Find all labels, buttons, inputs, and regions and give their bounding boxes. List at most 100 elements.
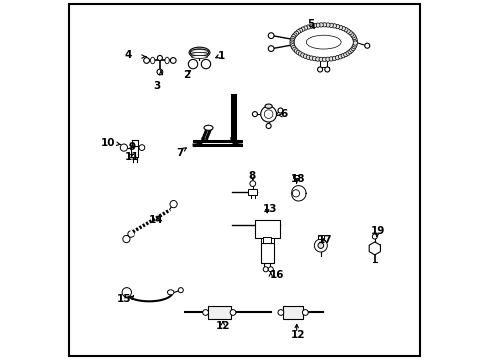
Circle shape [351, 45, 356, 49]
Circle shape [364, 43, 369, 48]
Text: 8: 8 [247, 171, 255, 181]
Circle shape [351, 35, 356, 40]
Circle shape [294, 49, 298, 53]
Circle shape [296, 30, 300, 34]
Circle shape [302, 310, 307, 315]
Circle shape [335, 24, 339, 29]
Circle shape [268, 267, 273, 272]
Text: 17: 17 [317, 235, 331, 246]
Circle shape [289, 40, 294, 44]
Ellipse shape [191, 53, 207, 55]
Circle shape [349, 48, 353, 52]
Circle shape [201, 59, 210, 69]
Circle shape [292, 33, 296, 37]
Circle shape [292, 190, 299, 197]
Text: 6: 6 [280, 109, 287, 120]
Bar [317, 235, 323, 239]
Circle shape [263, 251, 268, 257]
Text: 4: 4 [124, 50, 132, 60]
Circle shape [157, 55, 162, 60]
Circle shape [139, 145, 144, 150]
Circle shape [296, 50, 300, 55]
Circle shape [305, 25, 310, 29]
Circle shape [188, 59, 197, 69]
Circle shape [352, 41, 357, 45]
Circle shape [120, 144, 127, 151]
Circle shape [300, 53, 305, 57]
Text: 18: 18 [290, 174, 305, 184]
Circle shape [328, 57, 333, 61]
Circle shape [332, 56, 336, 60]
Circle shape [263, 267, 268, 272]
Bar [207, 306, 230, 319]
Circle shape [314, 239, 326, 252]
Bar [254, 220, 279, 238]
Circle shape [260, 106, 276, 122]
Text: 13: 13 [263, 204, 277, 214]
Ellipse shape [191, 55, 207, 58]
Circle shape [252, 112, 257, 117]
Circle shape [308, 56, 313, 60]
Circle shape [157, 69, 163, 75]
Circle shape [122, 235, 130, 243]
Circle shape [325, 23, 329, 27]
Circle shape [338, 25, 342, 30]
Ellipse shape [190, 49, 208, 56]
Circle shape [298, 52, 302, 56]
Circle shape [350, 46, 355, 50]
Circle shape [350, 34, 355, 38]
Bar [260, 238, 273, 245]
Bar [131, 146, 138, 157]
Bar [263, 237, 271, 243]
Circle shape [352, 43, 356, 47]
Circle shape [170, 201, 177, 208]
Circle shape [315, 23, 319, 27]
Circle shape [345, 29, 349, 33]
Circle shape [230, 310, 235, 315]
Circle shape [268, 46, 273, 51]
Ellipse shape [189, 47, 209, 58]
Circle shape [332, 24, 336, 28]
Circle shape [338, 55, 342, 59]
Circle shape [305, 55, 310, 59]
Circle shape [312, 57, 316, 61]
Circle shape [322, 57, 326, 62]
Circle shape [291, 45, 295, 50]
Ellipse shape [203, 125, 213, 130]
Ellipse shape [127, 231, 134, 237]
Circle shape [292, 47, 296, 51]
Text: 14: 14 [149, 215, 163, 225]
Circle shape [298, 28, 302, 32]
Circle shape [264, 110, 272, 118]
Text: 5: 5 [307, 19, 314, 30]
Circle shape [249, 181, 255, 186]
Circle shape [371, 234, 377, 239]
Text: 10: 10 [100, 138, 115, 148]
Circle shape [325, 57, 329, 62]
Circle shape [303, 54, 307, 58]
Circle shape [317, 67, 322, 72]
Circle shape [303, 26, 307, 30]
Circle shape [328, 23, 333, 27]
Circle shape [347, 30, 351, 35]
Circle shape [143, 58, 149, 63]
Circle shape [290, 44, 294, 48]
Circle shape [322, 23, 326, 27]
Text: 19: 19 [370, 226, 385, 236]
Text: 12: 12 [215, 321, 230, 331]
Circle shape [352, 39, 357, 43]
Circle shape [170, 58, 176, 63]
Circle shape [315, 57, 319, 61]
Text: 15: 15 [117, 294, 131, 304]
Circle shape [308, 24, 313, 28]
Circle shape [277, 310, 283, 315]
Circle shape [290, 36, 294, 41]
Circle shape [268, 33, 273, 39]
Circle shape [343, 28, 347, 32]
Circle shape [203, 310, 208, 315]
Circle shape [312, 23, 316, 28]
Circle shape [318, 57, 323, 62]
Circle shape [289, 42, 294, 46]
Circle shape [277, 108, 283, 113]
Circle shape [352, 37, 356, 41]
